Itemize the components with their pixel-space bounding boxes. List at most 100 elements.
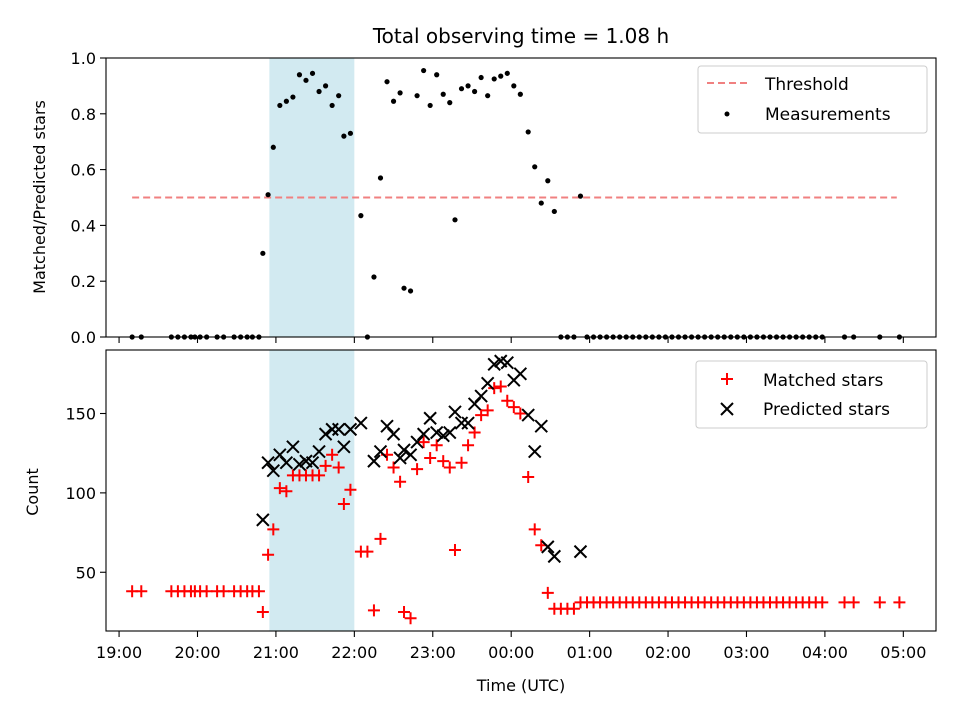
x-axis-label: Time (UTC) [476, 676, 565, 695]
predicted-star-point [500, 355, 514, 370]
bottom-xtick-label: 22:00 [331, 643, 377, 662]
measurement-point [277, 102, 283, 109]
top-panel: Total observing time = 1.08 h Matched/Pr… [30, 24, 937, 347]
matched-star-point [528, 523, 541, 536]
top-plot-frame [105, 57, 937, 338]
predicted-star-point [403, 448, 418, 462]
measurement-point [414, 93, 420, 99]
matched-star-point [404, 612, 417, 625]
measurement-point [538, 200, 544, 206]
matched-star-point [567, 602, 580, 615]
measurement-point [283, 98, 289, 104]
predicted-star-point [312, 444, 326, 459]
bottom-ytick-label: 150 [65, 405, 96, 424]
predicted-star-point [474, 389, 488, 403]
measurement-point [347, 130, 354, 136]
matched-star-point [200, 585, 213, 598]
predicted-star-point [573, 544, 588, 559]
matched-star-point [494, 380, 507, 393]
top-legend-box [697, 65, 928, 134]
measurement-point [545, 178, 551, 184]
matched-star-point [256, 605, 269, 618]
matched-star-point [481, 404, 494, 417]
top-ytick-label: 1.0 [71, 49, 96, 68]
measurement-point [434, 72, 440, 78]
matched-star-point [514, 407, 527, 420]
matched-star-point [344, 483, 357, 496]
predicted-star-point [480, 376, 495, 391]
measurement-point [427, 102, 433, 109]
measurement-point [377, 175, 384, 181]
matched-star-point [893, 596, 906, 609]
predicted-star-point [367, 454, 381, 468]
matched-star-point [387, 461, 400, 474]
bottom-xtick-label: 19:00 [96, 643, 142, 662]
matched-star-point [424, 451, 437, 464]
predicted-star-point [343, 422, 358, 437]
matched-star-point [361, 545, 374, 558]
top-ytick-label: 0.8 [71, 105, 96, 124]
predicted-star-point [305, 456, 320, 470]
measurement-point [485, 93, 491, 99]
predicted-star-point [429, 425, 444, 440]
predicted-star-point [547, 549, 562, 564]
top-ytick-label: 0.0 [71, 328, 96, 347]
measurement-point [290, 94, 296, 100]
measurement-point [260, 250, 266, 256]
predicted-star-point [521, 408, 535, 422]
measurement-point [447, 100, 453, 106]
predicted-star-point [261, 456, 275, 470]
top-y-axis-label: Matched/Predicted stars [30, 100, 49, 294]
measurement-point [265, 192, 271, 198]
bottom-xtick-label: 02:00 [645, 643, 691, 662]
matched-star-point [847, 596, 860, 609]
legend-predicted-swatch [720, 402, 734, 416]
matched-star-point [873, 596, 886, 609]
measurement-point [322, 83, 329, 89]
measurement-point [517, 91, 523, 97]
top-ytick-label: 0.6 [71, 161, 96, 180]
matched-star-point [448, 544, 461, 557]
matched-star-point [394, 475, 407, 488]
measurement-point [452, 217, 458, 223]
predicted-star-point [397, 443, 411, 457]
measurement-point [390, 98, 397, 104]
matched-star-point [280, 485, 293, 498]
predicted-star-point [541, 540, 555, 554]
legend-measurements-label: Measurements [765, 105, 891, 125]
predicted-star-point [448, 405, 462, 419]
matched-star-point [475, 409, 488, 422]
matched-star-point [326, 448, 339, 461]
measurement-point [491, 76, 497, 82]
bottom-xtick-label: 05:00 [880, 643, 926, 662]
matched-star-point [443, 461, 456, 474]
matched-star-point [437, 455, 450, 468]
legend-predicted-label: Predicted stars [763, 400, 890, 420]
matched-star-point [507, 401, 520, 414]
predicted-star-point [436, 429, 450, 443]
legend-matched-swatch [721, 373, 733, 385]
predicted-star-point [331, 422, 346, 437]
measurement-point [401, 285, 407, 291]
matched-star-point [135, 585, 148, 598]
bottom-xtick-label: 04:00 [802, 643, 848, 662]
measurement-point [551, 208, 557, 215]
bottom-xtick-label: 20:00 [174, 643, 220, 662]
matched-star-point [468, 426, 481, 439]
measurement-point [421, 67, 427, 74]
measurement-point [577, 193, 584, 199]
matched-star-point [319, 459, 332, 472]
measurement-point [465, 83, 471, 89]
matched-star-point [462, 439, 475, 452]
matched-star-point [455, 456, 468, 469]
bottom-ytick-label: 50 [76, 563, 96, 582]
matched-star-point [411, 463, 424, 476]
predicted-star-point [454, 416, 469, 430]
matched-star-point [367, 604, 380, 617]
measurement-point [525, 129, 531, 135]
measurement-point [329, 102, 335, 109]
measurement-point [296, 72, 303, 78]
measurement-point [384, 79, 390, 85]
measurement-point [303, 77, 309, 83]
